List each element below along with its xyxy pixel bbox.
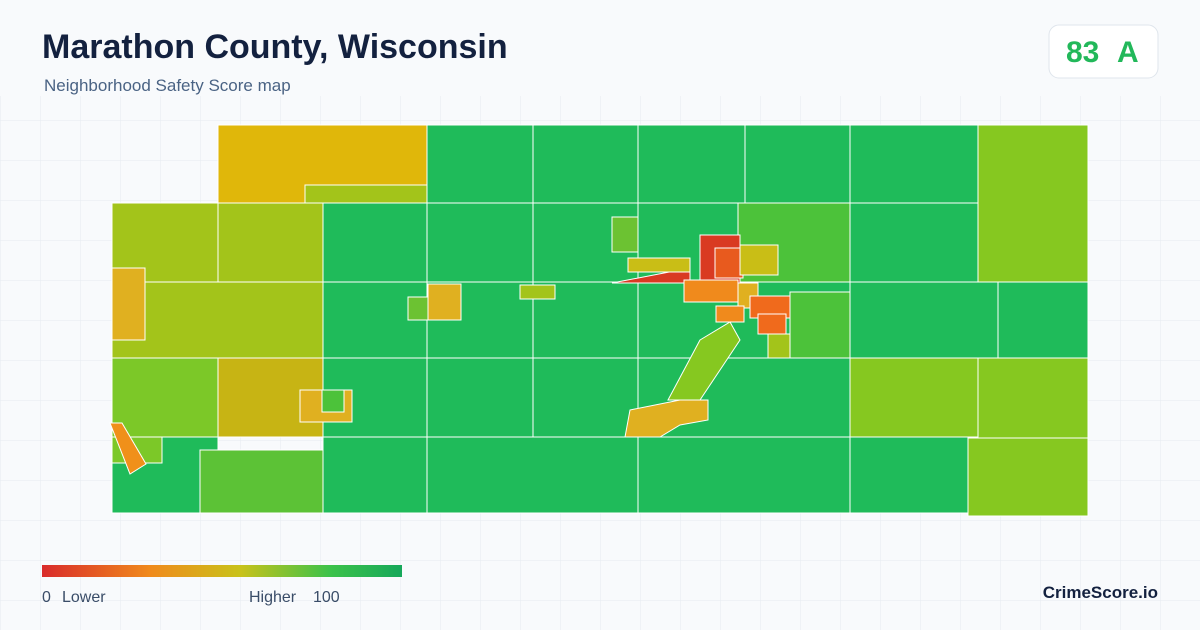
region — [519, 284, 556, 300]
region — [532, 124, 639, 204]
region — [426, 202, 534, 283]
subtitle: Neighborhood Safety Score map — [44, 76, 291, 95]
region — [977, 357, 1089, 439]
region — [624, 399, 709, 438]
region — [199, 449, 324, 514]
region — [849, 124, 979, 204]
region — [532, 357, 639, 438]
legend-min-label: Lower — [62, 589, 106, 606]
region — [967, 437, 1089, 517]
region — [321, 389, 345, 413]
region — [849, 357, 979, 438]
region — [637, 124, 746, 204]
region — [627, 257, 691, 273]
score-value: 83 — [1066, 36, 1099, 69]
region — [111, 267, 146, 341]
county-map — [109, 124, 1089, 517]
region — [427, 283, 462, 321]
legend-max-label: Higher — [249, 589, 297, 606]
region — [714, 247, 744, 279]
region — [849, 202, 979, 283]
region — [426, 436, 639, 514]
region — [111, 357, 219, 438]
region — [789, 291, 851, 359]
region — [739, 244, 779, 276]
region — [744, 124, 851, 204]
region — [322, 202, 428, 283]
region — [849, 281, 999, 359]
region — [637, 436, 851, 514]
region — [611, 216, 639, 253]
legend-max: 100 — [313, 589, 340, 606]
region — [667, 321, 741, 401]
region — [977, 124, 1089, 283]
region — [757, 313, 787, 335]
region — [426, 357, 534, 438]
badge-box — [1048, 24, 1159, 79]
score-badge: 83 A — [1048, 24, 1159, 79]
title: Marathon County, Wisconsin — [42, 28, 508, 66]
region — [715, 305, 745, 323]
legend-min: 0 — [42, 589, 51, 606]
region — [849, 436, 969, 514]
region — [426, 124, 534, 204]
legend: 0 Lower Higher 100 — [42, 565, 402, 606]
region — [767, 333, 791, 359]
legend-gradient — [42, 565, 402, 577]
region — [322, 436, 428, 514]
region — [997, 281, 1089, 359]
brand: CrimeScore.io — [1043, 583, 1158, 602]
region — [683, 279, 739, 303]
region — [111, 281, 324, 359]
region — [217, 202, 324, 283]
score-grade: A — [1117, 36, 1139, 69]
region — [109, 422, 147, 475]
